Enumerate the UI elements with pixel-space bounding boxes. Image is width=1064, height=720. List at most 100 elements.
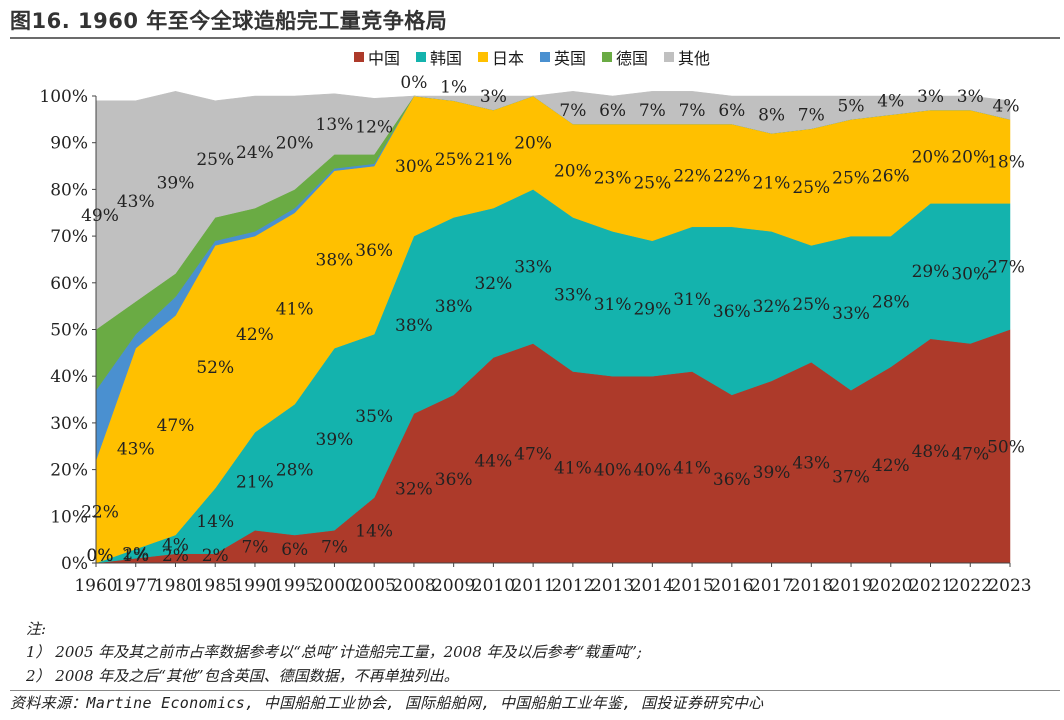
x-tick-label: 1960 bbox=[74, 576, 117, 596]
legend-label: 德国 bbox=[616, 49, 649, 68]
x-tick-label: 2013 bbox=[591, 576, 634, 596]
y-tick-label: 100% bbox=[39, 87, 88, 107]
chart-title: 图16. 1960 年至今全球造船完工量竞争格局 bbox=[10, 9, 448, 33]
data-label: 2% bbox=[202, 546, 229, 566]
title-divider bbox=[10, 37, 1060, 39]
data-label: 43% bbox=[117, 440, 155, 460]
chart-legend: 中国 韩国 日本 英国 德国 其他 bbox=[0, 45, 1064, 69]
data-label: 0% bbox=[87, 546, 114, 566]
x-tick-label: 2020 bbox=[869, 576, 912, 596]
data-label: 38% bbox=[316, 250, 354, 270]
y-tick-label: 0% bbox=[61, 554, 88, 574]
data-label: 3% bbox=[480, 87, 507, 107]
legend-swatch bbox=[415, 52, 426, 62]
data-label: 50% bbox=[987, 437, 1025, 457]
data-label: 43% bbox=[117, 192, 155, 212]
data-label: 20% bbox=[912, 148, 950, 168]
data-label: 1% bbox=[122, 546, 149, 566]
data-label: 36% bbox=[355, 241, 393, 261]
x-tick-label: 2017 bbox=[750, 576, 793, 596]
legend-label: 中国 bbox=[367, 49, 400, 68]
data-label: 31% bbox=[594, 295, 632, 315]
data-label: 22% bbox=[713, 166, 751, 186]
data-label: 7% bbox=[559, 101, 586, 121]
y-tick-label: 80% bbox=[50, 180, 88, 200]
data-label: 6% bbox=[599, 101, 626, 121]
legend-label: 日本 bbox=[491, 49, 524, 68]
data-label: 4% bbox=[993, 96, 1020, 116]
x-tick-label: 1990 bbox=[233, 576, 276, 596]
data-label: 36% bbox=[713, 302, 751, 322]
x-tick-label: 1985 bbox=[194, 576, 237, 596]
legend-swatch bbox=[477, 52, 488, 62]
y-tick-label: 40% bbox=[50, 367, 88, 387]
data-label: 39% bbox=[157, 173, 195, 193]
x-tick-label: 2000 bbox=[313, 576, 356, 596]
data-label: 25% bbox=[196, 150, 234, 170]
data-label: 52% bbox=[196, 358, 234, 378]
data-label: 0% bbox=[400, 73, 427, 93]
data-label: 31% bbox=[673, 290, 711, 310]
data-label: 38% bbox=[435, 297, 473, 317]
data-label: 25% bbox=[792, 178, 830, 198]
y-tick-label: 70% bbox=[50, 227, 88, 247]
note-line-1: 1） 2005 年及其之前市占率数据参考以“总吨”计造船完工量，2008 年及以… bbox=[26, 643, 642, 661]
x-tick-label: 2019 bbox=[829, 576, 872, 596]
legend-label: 其他 bbox=[678, 49, 711, 68]
y-tick-label: 10% bbox=[50, 507, 88, 527]
legend-item-japan: 日本 bbox=[477, 45, 524, 69]
data-label: 20% bbox=[276, 134, 314, 154]
data-label: 44% bbox=[474, 451, 512, 471]
data-label: 47% bbox=[514, 444, 552, 464]
data-label: 26% bbox=[872, 166, 910, 186]
data-label: 6% bbox=[281, 540, 308, 560]
legend-swatch bbox=[602, 52, 613, 62]
data-label: 0% bbox=[87, 546, 114, 566]
data-label: 6% bbox=[718, 101, 745, 121]
data-label: 41% bbox=[276, 299, 314, 319]
x-tick-label: 2022 bbox=[949, 576, 992, 596]
x-tick-label: 2021 bbox=[909, 576, 952, 596]
data-label: 25% bbox=[435, 150, 473, 170]
legend-item-other: 其他 bbox=[664, 45, 710, 69]
data-label: 21% bbox=[474, 150, 512, 170]
data-label: 38% bbox=[395, 316, 433, 336]
data-label: 28% bbox=[276, 461, 314, 481]
data-label: 39% bbox=[753, 463, 791, 483]
data-label: 7% bbox=[241, 538, 268, 558]
data-label: 21% bbox=[236, 472, 274, 492]
legend-swatch bbox=[353, 52, 364, 62]
data-label: 12% bbox=[355, 117, 393, 137]
data-label: 14% bbox=[355, 521, 393, 541]
data-label: 25% bbox=[633, 173, 671, 193]
data-label: 42% bbox=[872, 456, 910, 476]
data-label: 27% bbox=[987, 257, 1025, 277]
x-tick-label: 1995 bbox=[273, 576, 316, 596]
data-label: 20% bbox=[514, 134, 552, 154]
y-tick-label: 30% bbox=[50, 414, 88, 434]
x-tick-label: 2009 bbox=[432, 576, 475, 596]
x-tick-label: 2018 bbox=[790, 576, 833, 596]
x-tick-label: 1980 bbox=[154, 576, 197, 596]
data-label: 14% bbox=[196, 512, 234, 532]
data-label: 8% bbox=[758, 106, 785, 126]
data-label: 35% bbox=[355, 407, 393, 427]
data-label: 47% bbox=[157, 416, 195, 436]
data-label: 24% bbox=[236, 143, 274, 163]
data-label: 32% bbox=[474, 274, 512, 294]
legend-item-germany: 德国 bbox=[602, 45, 648, 69]
data-label: 30% bbox=[395, 157, 433, 177]
data-label: 25% bbox=[832, 169, 870, 189]
data-label: 7% bbox=[321, 538, 348, 558]
data-label: 2% bbox=[162, 546, 189, 566]
data-label: 32% bbox=[395, 479, 433, 499]
x-tick-label: 2010 bbox=[472, 576, 515, 596]
data-label: 33% bbox=[514, 257, 552, 277]
data-label: 37% bbox=[832, 468, 870, 488]
data-label: 25% bbox=[792, 295, 830, 315]
data-label: 29% bbox=[912, 262, 950, 282]
legend-item-korea: 韩国 bbox=[415, 45, 462, 69]
legend-item-uk: 英国 bbox=[540, 45, 586, 69]
data-label: 22% bbox=[81, 503, 119, 523]
area-series-5 bbox=[95, 91, 1011, 330]
